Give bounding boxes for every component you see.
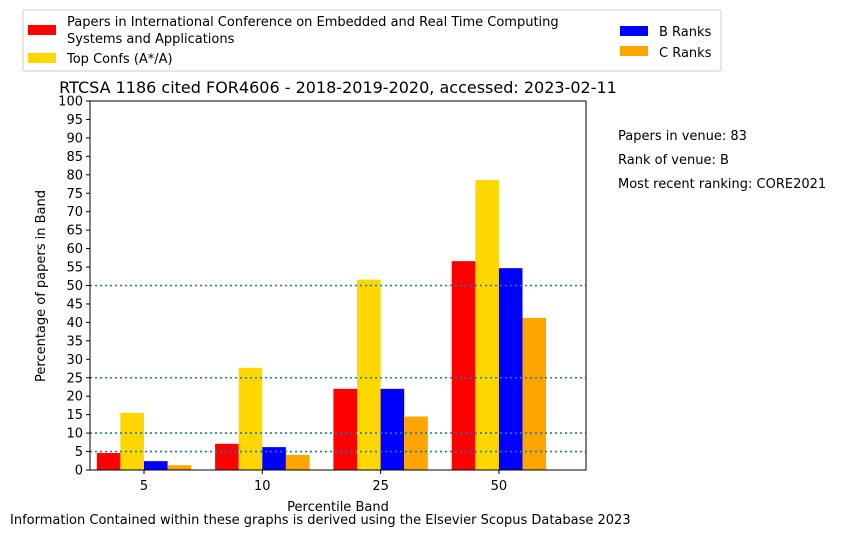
- legend-swatch-b: [620, 26, 648, 36]
- bar-c-50: [522, 317, 547, 470]
- bar-top-50: [475, 179, 499, 470]
- y-tick-label-60: 60: [66, 242, 83, 257]
- legend-label-b: B Ranks: [659, 25, 712, 40]
- bar-b-50: [498, 268, 523, 470]
- bar-b-10: [262, 447, 286, 470]
- y-axis-label: Percentage of papers in Band: [34, 190, 49, 382]
- bar-venue-25: [333, 388, 357, 470]
- y-tick-label-50: 50: [66, 279, 83, 294]
- x-tick-label-10: 10: [254, 479, 271, 494]
- y-tick-label-30: 30: [66, 353, 83, 368]
- y-tick-label-65: 65: [66, 224, 83, 239]
- bar-top-25: [357, 279, 381, 470]
- bar-venue-50: [451, 261, 476, 470]
- x-axis-ticks: 5 10 25 50: [140, 470, 507, 494]
- bar-c-10: [285, 454, 310, 470]
- y-tick-label-35: 35: [66, 334, 83, 349]
- bar-venue-5: [96, 453, 121, 470]
- legend-label-top: Top Confs (A*/A): [66, 52, 173, 67]
- y-tick-label-55: 55: [66, 261, 83, 276]
- y-tick-label-85: 85: [66, 150, 83, 165]
- bar-top-5: [120, 412, 144, 470]
- bar-top-10: [238, 367, 263, 470]
- y-tick-label-15: 15: [66, 408, 83, 423]
- legend-label-venue-line2: Systems and Applications: [67, 32, 235, 47]
- y-tick-label-70: 70: [66, 205, 83, 220]
- y-tick-label-20: 20: [66, 390, 83, 405]
- legend-label-venue-line1: Papers in International Conference on Em…: [67, 15, 559, 30]
- legend-swatch-venue: [28, 25, 56, 35]
- y-tick-label-75: 75: [66, 187, 83, 202]
- info-papers-in-venue: Papers in venue: 83: [618, 129, 747, 144]
- y-tick-label-10: 10: [66, 427, 83, 442]
- x-tick-label-25: 25: [372, 479, 389, 494]
- y-tick-label-100: 100: [58, 95, 83, 110]
- info-most-recent-ranking: Most recent ranking: CORE2021: [618, 177, 826, 192]
- bar-c-25: [404, 416, 428, 470]
- y-tick-label-45: 45: [66, 297, 83, 312]
- x-tick-label-50: 50: [491, 479, 508, 494]
- bar-b-25: [380, 388, 405, 470]
- legend-swatch-c: [620, 46, 648, 56]
- y-tick-label-95: 95: [66, 113, 83, 128]
- legend: Papers in International Conference on Em…: [22, 9, 722, 72]
- y-tick-label-40: 40: [66, 316, 83, 331]
- y-tick-label-5: 5: [75, 445, 83, 460]
- bars: [96, 179, 547, 470]
- legend-box: [22, 9, 722, 72]
- bar-b-5: [144, 461, 168, 470]
- footer-source-note: Information Contained within these graph…: [10, 513, 631, 528]
- y-tick-label-80: 80: [66, 168, 83, 183]
- y-tick-label-90: 90: [66, 131, 83, 146]
- x-axis-label: Percentile Band: [287, 500, 389, 515]
- legend-swatch-top: [28, 53, 56, 63]
- bar-venue-10: [215, 443, 239, 470]
- y-axis-ticks: 0 5 10 15 20 25 30 35 40 45 50 55 60 65 70 75 80 85 90 95 10…: [58, 95, 90, 479]
- y-tick-label-0: 0: [75, 464, 83, 479]
- chart-title: RTCSA 1186 cited FOR4606 - 2018-2019-202…: [59, 78, 617, 97]
- x-tick-label-5: 5: [140, 479, 148, 494]
- y-tick-label-25: 25: [66, 371, 83, 386]
- bar-c-5: [167, 465, 192, 470]
- legend-label-c: C Ranks: [659, 46, 712, 61]
- info-rank-of-venue: Rank of venue: B: [618, 153, 729, 168]
